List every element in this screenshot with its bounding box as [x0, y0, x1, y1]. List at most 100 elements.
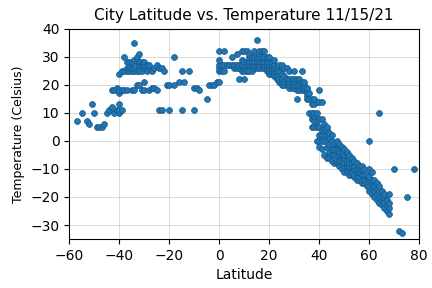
Point [340, 164, 347, 168]
Point [231, 63, 238, 68]
Point [295, 83, 302, 87]
Point [316, 116, 323, 121]
Point [308, 111, 315, 115]
Point [278, 83, 285, 87]
Point [281, 66, 288, 70]
Point [340, 147, 347, 152]
Point [171, 83, 178, 87]
Point [378, 198, 385, 202]
Point [136, 63, 143, 68]
Point [138, 63, 145, 68]
Point [111, 111, 118, 115]
Point [348, 156, 355, 160]
Point [330, 153, 337, 157]
Point [340, 156, 347, 160]
Point [313, 111, 320, 115]
Point [391, 167, 397, 171]
Point [343, 164, 350, 168]
Point [326, 130, 333, 135]
Point [268, 69, 275, 73]
Point [211, 83, 218, 87]
Point [305, 111, 312, 115]
Point [243, 63, 250, 68]
Point [123, 60, 130, 65]
Point [95, 125, 102, 129]
Point [303, 85, 310, 90]
Point [346, 153, 353, 157]
Point [283, 80, 290, 84]
Point [321, 139, 327, 143]
Point [381, 195, 388, 199]
Point [273, 69, 280, 73]
Point [321, 153, 327, 157]
Point [98, 125, 105, 129]
Point [323, 127, 330, 132]
Point [266, 69, 273, 73]
Point [305, 91, 312, 96]
Point [191, 108, 197, 112]
Point [375, 189, 382, 194]
Point [103, 111, 110, 115]
Point [260, 60, 267, 65]
Point [278, 63, 285, 68]
Point [346, 172, 353, 177]
Point [330, 141, 337, 146]
Point [398, 231, 405, 236]
Point [163, 83, 170, 87]
Point [246, 60, 253, 65]
Point [151, 66, 158, 70]
Point [186, 69, 193, 73]
Point [276, 63, 283, 68]
Point [333, 153, 340, 157]
Point [263, 69, 270, 73]
Point [368, 181, 375, 185]
Point [336, 150, 343, 154]
Point [246, 63, 253, 68]
Point [133, 69, 140, 73]
Point [338, 150, 345, 154]
Point [258, 54, 265, 59]
Point [353, 161, 360, 166]
Point [158, 66, 165, 70]
Point [73, 119, 80, 124]
Point [86, 122, 92, 126]
Point [108, 105, 115, 110]
Point [338, 161, 345, 166]
Point [278, 77, 285, 82]
Point [291, 77, 298, 82]
Point [323, 156, 330, 160]
Point [356, 178, 362, 183]
Point [128, 60, 135, 65]
Point [343, 169, 350, 174]
Point [316, 99, 323, 104]
Point [293, 96, 300, 101]
Point [356, 164, 362, 168]
Point [278, 71, 285, 76]
Point [248, 63, 255, 68]
Point [133, 83, 140, 87]
Point [336, 141, 343, 146]
Point [348, 172, 355, 177]
Point [93, 125, 100, 129]
Point [113, 85, 120, 90]
Point [286, 80, 292, 84]
Point [213, 80, 220, 84]
Point [248, 69, 255, 73]
Point [178, 108, 185, 112]
Point [303, 96, 310, 101]
Point [153, 63, 160, 68]
Point [386, 200, 393, 205]
Point [241, 77, 248, 82]
Point [326, 156, 333, 160]
Point [165, 108, 172, 112]
Point [383, 198, 390, 202]
Point [128, 69, 135, 73]
Point [365, 139, 372, 143]
Point [328, 153, 335, 157]
Point [288, 85, 295, 90]
Point [358, 178, 365, 183]
Point [295, 77, 302, 82]
Point [365, 175, 372, 180]
Point [353, 169, 360, 174]
Point [253, 54, 260, 59]
